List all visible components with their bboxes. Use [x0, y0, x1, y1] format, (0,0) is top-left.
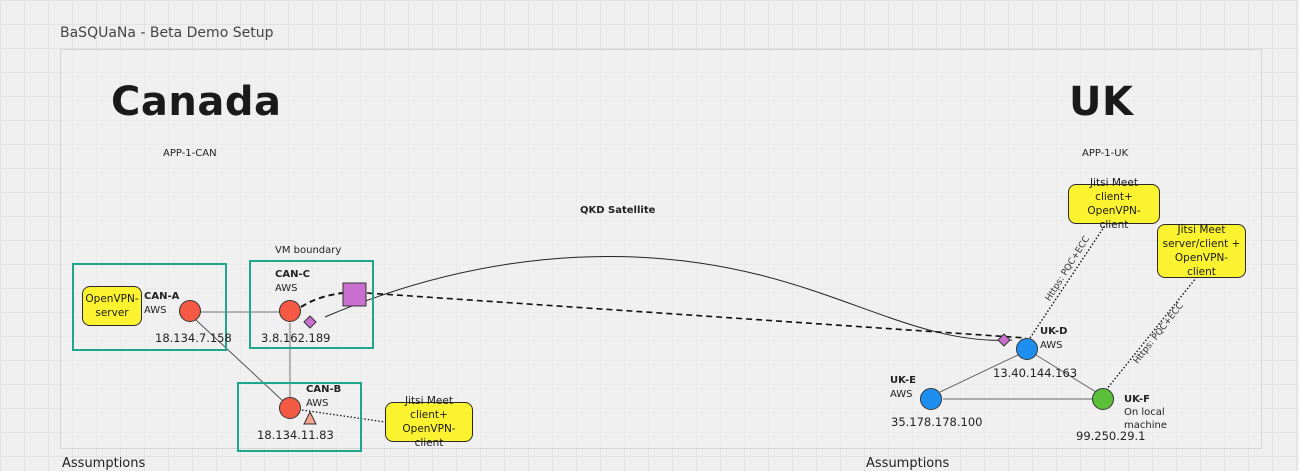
uk-f-node[interactable] — [1092, 388, 1114, 410]
uk-app-label: APP-1-UK — [1082, 148, 1129, 159]
can-a-node[interactable] — [179, 300, 201, 322]
can-b-triangle — [303, 410, 317, 425]
can-b-ip: 18.134.11.83 — [257, 428, 334, 442]
edge-can-c-qkd-square — [300, 292, 344, 308]
canada-app-label: APP-1-CAN — [163, 148, 217, 159]
uk-d-name: UK-D — [1040, 326, 1068, 337]
qkd-square — [342, 282, 367, 307]
edge-uk-d-note — [1029, 223, 1107, 339]
uk-d-host: AWS — [1040, 340, 1063, 351]
uk-e-host: AWS — [890, 389, 913, 400]
uk-e-name: UK-E — [890, 375, 916, 386]
edge-qkd-dashed-link — [366, 292, 1027, 339]
uk-f-server-note: Jitsi Meet server/client + OpenVPN-clien… — [1157, 224, 1246, 278]
uk-d-ip: 13.40.144.163 — [993, 366, 1078, 380]
assumptions-left: Assumptions — [62, 456, 146, 471]
can-c-node[interactable] — [279, 300, 301, 322]
can-b-host: AWS — [306, 398, 329, 409]
vm-box-can-b — [237, 382, 362, 452]
canada-title: Canada — [111, 79, 282, 125]
can-b-name: CAN-B — [306, 384, 342, 395]
uk-f-ip: 99.250.29.1 — [1076, 429, 1146, 443]
uk-e-ip: 35.178.178.100 — [891, 415, 983, 429]
openvpn-server-note: OpenVPN- server — [82, 286, 142, 326]
edge-uk-d-uk-f — [1035, 354, 1097, 393]
edge-uk-f-note — [1105, 277, 1197, 391]
vm-box-can-c — [249, 260, 374, 349]
edge-can-a-can-b — [195, 319, 285, 403]
uk-f-host: On local machine — [1124, 407, 1167, 431]
edge-uk-e-uk-d — [939, 354, 1019, 393]
can-a-host: AWS — [144, 305, 167, 316]
can-a-ip: 18.134.7.158 — [155, 331, 232, 345]
can-c-name: CAN-C — [275, 269, 310, 280]
uk-d-client-note: Jitsi Meet client+ OpenVPN-client — [1068, 177, 1160, 231]
uk-title: UK — [1069, 79, 1134, 125]
assumptions-right: Assumptions — [866, 456, 950, 471]
can-c-diamond — [303, 315, 317, 329]
uk-e-node[interactable] — [920, 388, 942, 410]
qkd-satellite-label: QKD Satellite — [580, 205, 656, 216]
can-c-host: AWS — [275, 283, 298, 294]
can-b-client-note: Jitsi Meet client+ OpenVPN-client — [385, 395, 473, 449]
can-b-node[interactable] — [279, 397, 301, 419]
can-a-name: CAN-A — [144, 291, 180, 302]
frame-title: BaSQUaNa - Beta Demo Setup — [60, 25, 274, 41]
uk-d-node[interactable] — [1016, 338, 1038, 360]
can-c-ip: 3.8.162.189 — [261, 331, 331, 345]
vm-boundary-label: VM boundary — [275, 245, 342, 256]
uk-f-name: UK-F — [1124, 394, 1150, 405]
edge-qkd-satellite-curve — [324, 256, 1013, 341]
uk-d-diamond — [997, 333, 1011, 347]
vm-box-can-a — [72, 263, 227, 351]
